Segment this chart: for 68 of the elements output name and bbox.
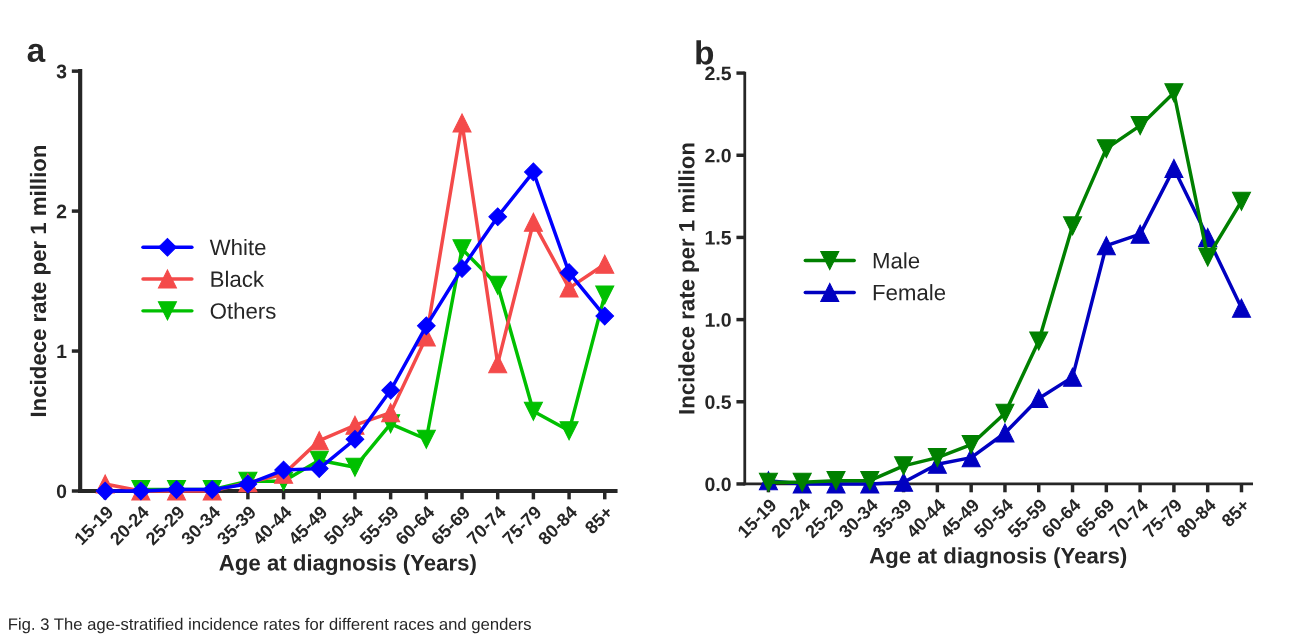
point [1164,158,1184,178]
y-tick-label: 2.5 [705,66,732,81]
point [1062,367,1083,387]
legend-label: Black [211,270,265,288]
y-tick-label: 0 [56,484,67,499]
point [1231,191,1252,211]
point [345,457,365,477]
point [595,306,615,326]
point [488,275,508,295]
point [523,212,543,232]
chart-title: a [27,43,46,63]
chart-title: b [696,40,714,65]
legend-label: White [209,238,266,256]
point [1198,247,1218,267]
y-axis-title: Incidece rate per 1 million [29,145,51,417]
point [452,113,472,133]
point [894,456,914,476]
point [381,403,401,423]
point [309,431,329,451]
point [1029,331,1049,351]
y-tick-label: 0.5 [705,395,732,410]
point [345,429,365,449]
point [523,401,543,421]
point [559,278,579,298]
point [1096,236,1116,256]
point [1130,224,1150,244]
point [1062,216,1083,236]
point [559,263,579,283]
point [1130,116,1150,136]
legend-label: Others [210,302,276,319]
point [927,448,947,468]
y-tick-label: 3 [56,64,67,79]
legend-label: Female [873,284,946,301]
x-axis-title: Age at diagnosis (Years) [219,554,476,576]
point [416,429,436,449]
point [595,285,615,305]
point [995,423,1015,443]
point [894,472,914,492]
y-tick-label: 2.0 [705,148,731,163]
y-axis-title: Incidece rate per 1 million [678,143,699,414]
x-tick-label: 85+ [1220,498,1251,528]
point [559,421,579,441]
y-tick-label: 1 [57,344,67,359]
point [961,448,981,468]
point [961,434,981,455]
point [416,316,436,336]
legend-label: Male [873,252,920,269]
x-tick-label: 85+ [583,505,614,535]
point [488,207,508,227]
point [1164,83,1184,103]
point [381,380,400,400]
point [995,403,1015,423]
point [452,239,472,259]
point [1096,139,1116,159]
y-tick-label: 1.5 [705,231,732,245]
y-tick-label: 2 [56,204,67,219]
point [595,254,615,274]
point [452,259,472,278]
point [488,354,508,374]
y-tick-label: 1.0 [705,313,731,327]
point [1029,388,1049,409]
point [524,162,543,182]
caption: Fig. 3 The age-stratified incidence rates for different races and genders [9,617,531,634]
point [309,459,329,478]
x-axis-title: Age at diagnosis (Years) [869,547,1127,569]
y-tick-label: 0.0 [705,477,731,492]
point [1231,298,1252,318]
point [95,481,115,501]
